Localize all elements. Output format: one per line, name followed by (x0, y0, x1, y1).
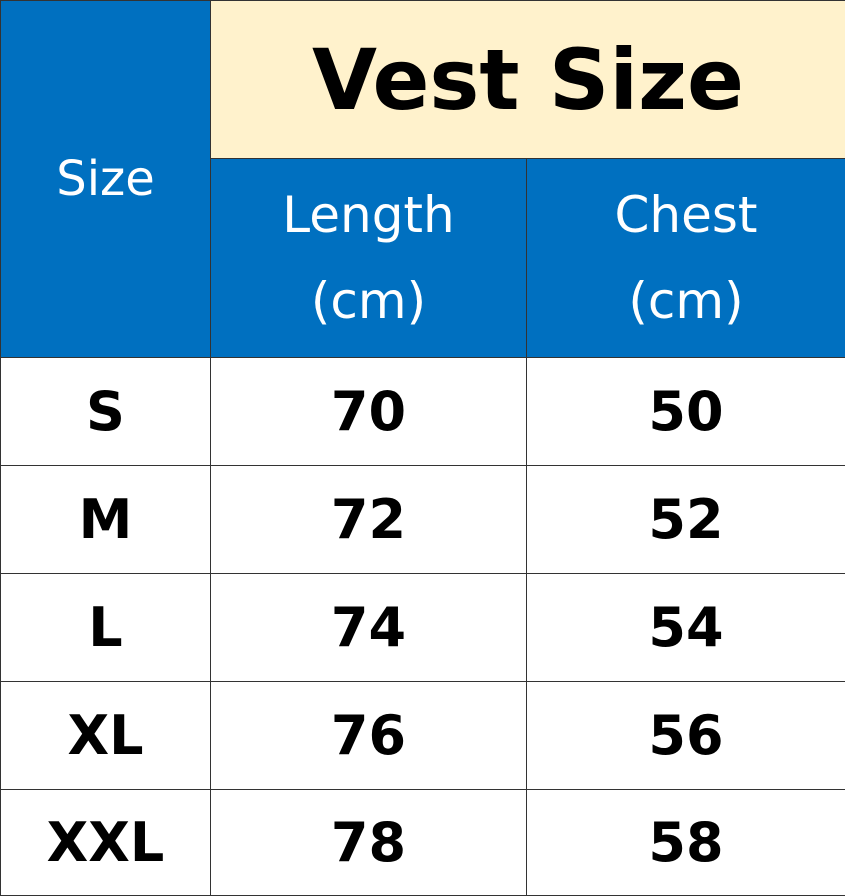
length-label: Length (282, 186, 454, 244)
size-cell: S (1, 358, 211, 466)
table-row: S 70 50 (1, 358, 845, 466)
table-row: XL 76 56 (1, 682, 845, 790)
table-title: Vest Size (211, 1, 845, 159)
length-cell: 76 (211, 682, 527, 790)
chest-cell: 58 (527, 790, 845, 896)
table-row: M 72 52 (1, 466, 845, 574)
length-unit: (cm) (311, 272, 426, 330)
table-row: XXL 78 58 (1, 790, 845, 896)
chest-label: Chest (614, 186, 757, 244)
length-cell: 78 (211, 790, 527, 896)
chest-cell: 54 (527, 574, 845, 682)
chest-header: Chest (cm) (527, 159, 845, 358)
chest-unit: (cm) (628, 272, 743, 330)
chest-cell: 52 (527, 466, 845, 574)
length-cell: 72 (211, 466, 527, 574)
size-cell: L (1, 574, 211, 682)
length-cell: 74 (211, 574, 527, 682)
chest-cell: 50 (527, 358, 845, 466)
size-cell: XXL (1, 790, 211, 896)
table-row: L 74 54 (1, 574, 845, 682)
size-header: Size (1, 1, 211, 358)
length-cell: 70 (211, 358, 527, 466)
size-cell: M (1, 466, 211, 574)
length-header: Length (cm) (211, 159, 527, 358)
size-cell: XL (1, 682, 211, 790)
chest-cell: 56 (527, 682, 845, 790)
